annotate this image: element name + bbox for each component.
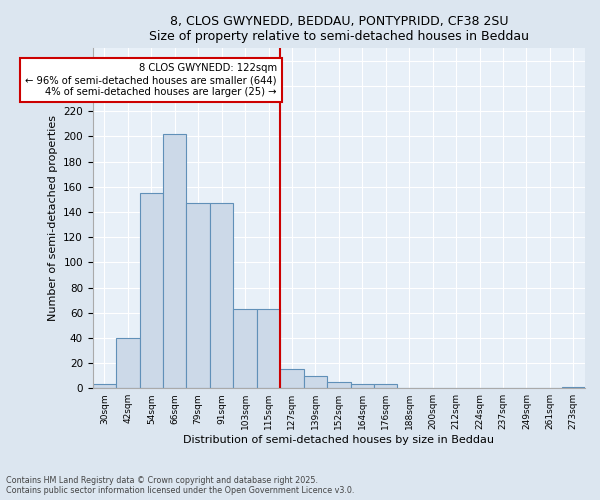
Bar bbox=[562, 387, 585, 388]
Bar bbox=[374, 384, 397, 388]
Title: 8, CLOS GWYNEDD, BEDDAU, PONTYPRIDD, CF38 2SU
Size of property relative to semi-: 8, CLOS GWYNEDD, BEDDAU, PONTYPRIDD, CF3… bbox=[149, 15, 529, 43]
Bar bbox=[304, 376, 327, 388]
Bar bbox=[187, 203, 210, 388]
Bar bbox=[350, 384, 374, 388]
Text: Contains HM Land Registry data © Crown copyright and database right 2025.
Contai: Contains HM Land Registry data © Crown c… bbox=[6, 476, 355, 495]
Bar bbox=[116, 338, 140, 388]
Bar bbox=[140, 193, 163, 388]
Bar bbox=[233, 309, 257, 388]
Bar bbox=[92, 384, 116, 388]
Text: 8 CLOS GWYNEDD: 122sqm
← 96% of semi-detached houses are smaller (644)
4% of sem: 8 CLOS GWYNEDD: 122sqm ← 96% of semi-det… bbox=[25, 64, 277, 96]
Bar bbox=[163, 134, 187, 388]
X-axis label: Distribution of semi-detached houses by size in Beddau: Distribution of semi-detached houses by … bbox=[184, 435, 494, 445]
Y-axis label: Number of semi-detached properties: Number of semi-detached properties bbox=[47, 116, 58, 322]
Bar bbox=[327, 382, 350, 388]
Bar bbox=[210, 203, 233, 388]
Bar bbox=[257, 309, 280, 388]
Bar bbox=[280, 370, 304, 388]
